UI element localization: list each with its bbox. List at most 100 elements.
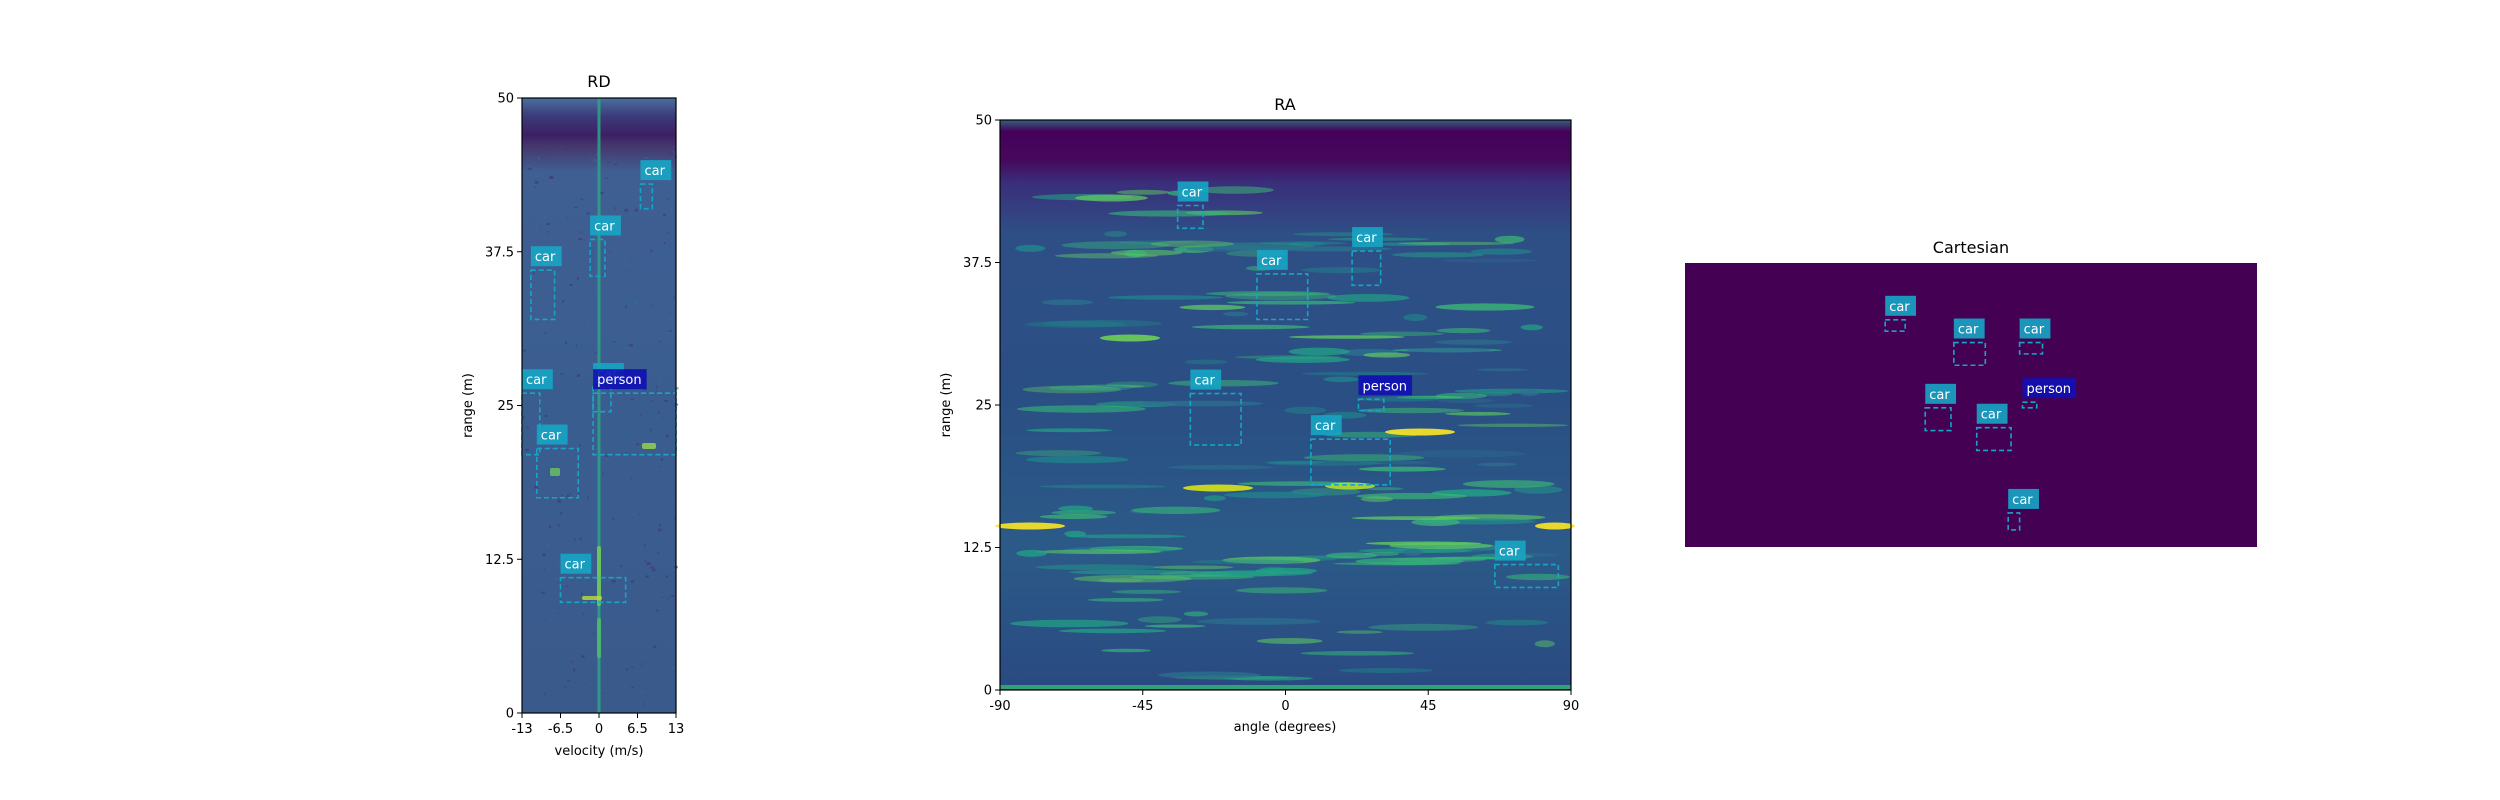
rd-speckle (576, 374, 580, 377)
ra-bottom-band (1000, 685, 1571, 689)
ra-streak (1048, 385, 1132, 391)
rd-label-bg-car (590, 215, 621, 236)
ra-streak (1403, 548, 1424, 556)
ra-streak (1203, 495, 1226, 502)
rd-speckle (634, 302, 639, 305)
ra-streak (1223, 311, 1249, 317)
rd-speckle (530, 291, 534, 294)
rd-label-bg-person (593, 369, 647, 390)
rd-speckle (667, 597, 670, 599)
rd-speckle (633, 301, 638, 304)
rd-speckle (546, 201, 550, 203)
rd-speckle (577, 492, 580, 494)
rd-speckle (659, 466, 661, 468)
rd-speckle (626, 300, 630, 304)
ra-streak (1042, 319, 1163, 328)
rd-hotspot (550, 468, 560, 476)
rd-speckle (626, 452, 628, 454)
rd-speckle (647, 462, 650, 465)
rd-speckle (550, 177, 554, 179)
rd-speckle (574, 538, 576, 541)
rd-speckle (650, 249, 652, 253)
ra-label-car: car (1182, 186, 1203, 201)
rd-speckle (526, 165, 531, 167)
rd-speckle (558, 524, 560, 527)
ra-streak (1288, 241, 1327, 247)
rd-speckle (533, 272, 535, 275)
ra-streak (1150, 240, 1235, 248)
rd-speckle (535, 174, 539, 178)
ra-streak (1116, 189, 1171, 195)
ra-streak (1336, 630, 1383, 634)
rd-speckle (602, 273, 604, 276)
ra-hot-streak (1183, 484, 1253, 492)
ra-streak (1039, 484, 1167, 489)
rd-speckle (553, 495, 555, 497)
rd-speckle (606, 645, 608, 647)
rd-speckle (630, 398, 634, 401)
ra-ytick-label: 50 (975, 114, 992, 129)
rd-speckle (549, 525, 551, 529)
rd-speckle (580, 231, 583, 233)
ra-streak (1338, 668, 1434, 673)
rd-speckle (586, 322, 590, 325)
rd-speckle (547, 231, 550, 233)
rd-speckle (672, 150, 675, 154)
rd-speckle (631, 500, 634, 504)
ra-streak (1054, 253, 1158, 259)
rd-speckle (538, 156, 540, 160)
rd-speckle (547, 148, 551, 150)
ra-streak (1041, 299, 1094, 306)
ra-streak (1445, 411, 1511, 416)
rd-speckle (576, 344, 578, 347)
rd-speckle (590, 155, 592, 158)
ra-streak (1300, 651, 1415, 656)
rd-speckle (525, 448, 529, 452)
ra-streak (1101, 648, 1151, 653)
ra-streak (1327, 294, 1410, 302)
rd-box-car (521, 392, 541, 456)
ra-streak (1190, 559, 1305, 565)
ra-xlabel: angle (degrees) (1234, 720, 1337, 735)
ra-streak (1022, 385, 1122, 394)
rd-speckle (668, 318, 672, 321)
ra-streak (1107, 295, 1223, 300)
rd-ylabel: range (m) (461, 373, 476, 438)
rd-speckle (573, 668, 576, 672)
rd-hotspot (597, 546, 601, 606)
rd-ytick-label: 50 (497, 92, 514, 107)
rd-speckle (569, 283, 573, 286)
rd-speckle (621, 673, 623, 677)
ra-label-bg-car (1177, 181, 1209, 202)
rd-xtick-label: 6.5 (627, 722, 648, 737)
ra-streak (1473, 403, 1534, 408)
rd-speckle (559, 552, 562, 555)
rd-speckle (602, 692, 605, 694)
ra-label-bg-car (1310, 415, 1342, 436)
rd-speckle (541, 556, 546, 558)
ra-axes: -90 -45 0 45 90 0 12.5 25 37.5 50 (963, 114, 1579, 715)
rd-speckle (565, 148, 569, 151)
rd-speckle (640, 480, 642, 482)
rd-speckle (561, 494, 563, 496)
ra-streak (1301, 371, 1429, 376)
rd-label-bg-car (560, 553, 592, 574)
ra-streak (1068, 569, 1196, 575)
rd-speckle (612, 518, 615, 520)
ra-hot-streak (1100, 334, 1160, 342)
rd-speckle (567, 680, 571, 682)
rd-speckle (655, 390, 658, 392)
rd-speckle (636, 443, 639, 446)
ra-streak (1015, 450, 1102, 457)
ra-streak (1117, 240, 1195, 244)
rd-speckle (623, 189, 625, 192)
ra-streak (1168, 464, 1273, 470)
rd-box-car (589, 238, 606, 278)
rd-speckle (663, 213, 667, 216)
rd-speckle (576, 327, 578, 331)
rd-speckle (536, 222, 538, 226)
ra-label-car: car (1261, 254, 1282, 269)
rd-speckle (581, 655, 585, 658)
rd-speckle (617, 567, 620, 570)
ra-hot-streak (1535, 522, 1575, 530)
